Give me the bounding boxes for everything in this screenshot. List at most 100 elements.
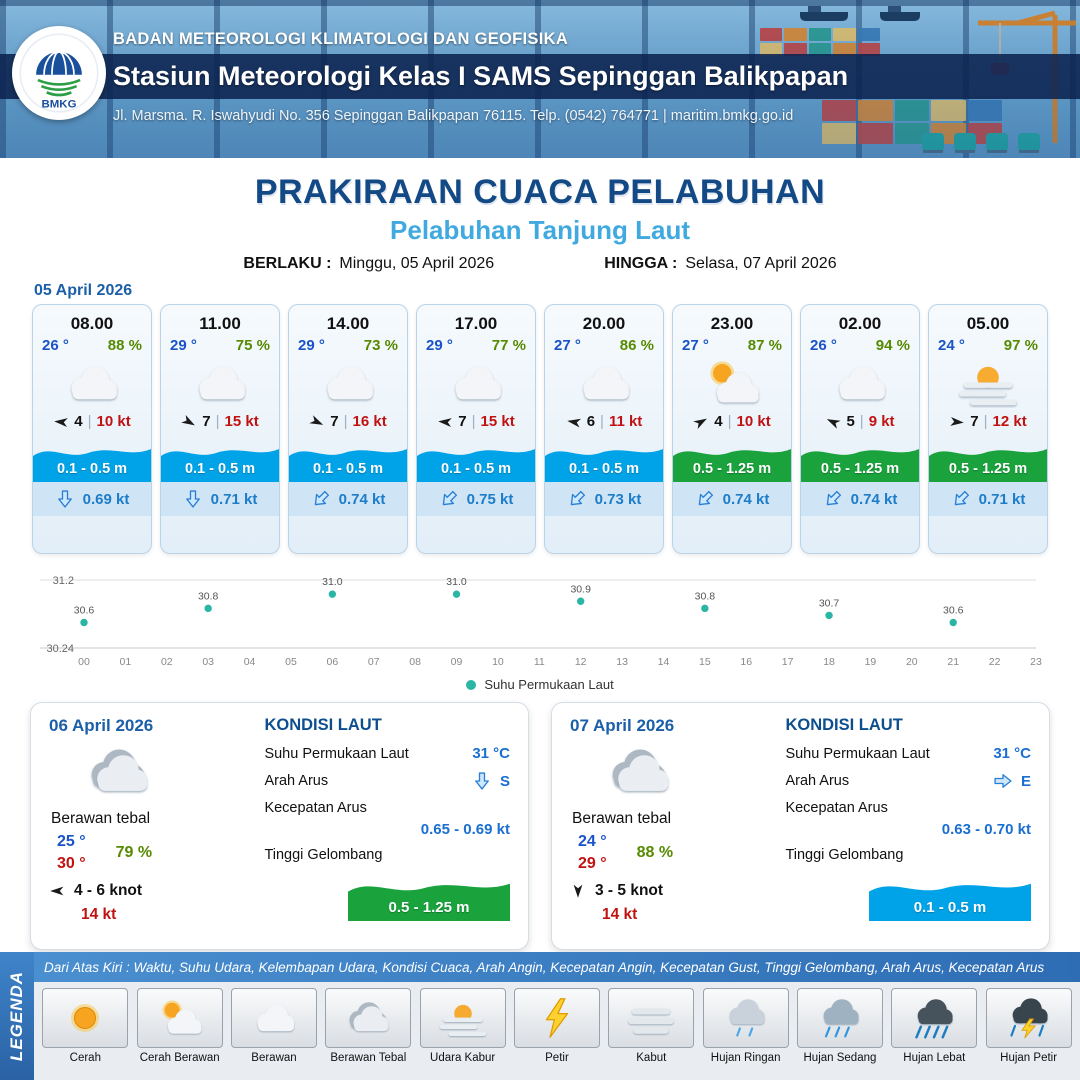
svg-text:13: 13 bbox=[616, 656, 628, 668]
daily-card-06-april: 06 April 2026 Berawan tebal 25 ° 30 ° 79… bbox=[30, 702, 529, 950]
legend-icon-box bbox=[891, 988, 978, 1048]
svg-text:12: 12 bbox=[575, 656, 587, 668]
card-gust-speed: 15 kt bbox=[224, 413, 259, 430]
card-humidity: 86 % bbox=[619, 337, 654, 354]
legend-icon-box bbox=[608, 988, 695, 1048]
weather-icon bbox=[56, 357, 128, 409]
card-temp-humidity-row: 29 ° 77 % bbox=[417, 334, 535, 354]
wind-direction-arrow-icon bbox=[949, 413, 966, 430]
forecast-date: 05 April 2026 bbox=[34, 282, 133, 299]
divider: | bbox=[727, 413, 732, 430]
card-current-row: 0.75 kt bbox=[417, 482, 535, 516]
daily-humidity: 88 % bbox=[636, 844, 674, 861]
hourly-forecast-card: 20.00 27 ° 86 % 6 | 11 kt 0.1 - 0.5 m 0.… bbox=[544, 304, 664, 554]
daily-wind-speed: 4 - 6 knot bbox=[74, 882, 143, 899]
station-name: Stasiun Meteorologi Kelas I SAMS Sepingg… bbox=[113, 61, 849, 91]
card-gust-speed: 15 kt bbox=[480, 413, 515, 430]
legend-item: Hujan Ringan bbox=[701, 988, 791, 1065]
wave-shape bbox=[673, 449, 791, 482]
current-direction-arrow-icon bbox=[472, 771, 492, 791]
legend-item: Hujan Lebat bbox=[889, 988, 979, 1065]
divider: | bbox=[87, 413, 92, 430]
valid-from: BERLAKU : Minggu, 05 April 2026 bbox=[243, 255, 495, 272]
card-temp-humidity-row: 24 ° 97 % bbox=[929, 334, 1047, 354]
sst-row: Suhu Permukaan Laut 31 °C bbox=[264, 745, 510, 762]
hourly-forecast-card: 05.00 24 ° 97 % 7 | 12 kt 0.5 - 1.25 m 0… bbox=[928, 304, 1048, 554]
card-current-speed: 0.75 kt bbox=[466, 490, 514, 508]
daily-date: 07 April 2026 bbox=[570, 716, 675, 735]
card-current-row: 0.74 kt bbox=[801, 482, 919, 516]
card-temp-humidity-row: 29 ° 73 % bbox=[289, 334, 407, 354]
card-gust-speed: 9 kt bbox=[868, 413, 895, 430]
card-wave-height: 0.1 - 0.5 m bbox=[440, 461, 512, 477]
bmkg-logo: BMKG bbox=[12, 26, 106, 120]
card-time: 20.00 bbox=[582, 314, 626, 333]
card-wind-row: 4 | 10 kt bbox=[693, 413, 771, 430]
card-gust-speed: 12 kt bbox=[992, 413, 1027, 430]
wind-direction-arrow-icon bbox=[437, 413, 454, 430]
svg-text:19: 19 bbox=[865, 656, 877, 668]
card-current-row: 0.74 kt bbox=[673, 482, 791, 516]
legend-item: Hujan Sedang bbox=[795, 988, 885, 1065]
card-wind-row: 7 | 12 kt bbox=[949, 413, 1027, 430]
wind-direction-arrow-icon bbox=[823, 411, 844, 432]
daily-weather-icon bbox=[75, 742, 161, 802]
card-current-speed: 0.71 kt bbox=[210, 490, 258, 508]
hourly-forecast-card: 08.00 26 ° 88 % 4 | 10 kt 0.1 - 0.5 m 0.… bbox=[32, 304, 152, 554]
wind-direction-arrow-icon bbox=[49, 883, 65, 899]
station-address: Jl. Marsma. R. Iswahyudi No. 356 Sepingg… bbox=[113, 108, 794, 124]
bmkg-logo-text: BMKG bbox=[42, 98, 77, 110]
svg-text:04: 04 bbox=[244, 656, 256, 668]
card-wind-speed: 6 bbox=[586, 413, 596, 430]
current-direction-arrow-icon bbox=[818, 485, 846, 513]
daily-temps: 24 ° 29 ° 88 % bbox=[578, 833, 777, 873]
daily-temp-max: 29 ° bbox=[578, 855, 607, 872]
card-wind-row: 4 | 10 kt bbox=[53, 413, 131, 430]
sst-value: 31 °C bbox=[472, 745, 510, 762]
hourly-forecast-card: 11.00 29 ° 75 % 7 | 15 kt 0.1 - 0.5 m 0.… bbox=[160, 304, 280, 554]
card-current-speed: 0.74 kt bbox=[338, 490, 386, 508]
daily-wind-row: 3 - 5 knot bbox=[570, 882, 777, 900]
daily-gust: 14 kt bbox=[602, 906, 638, 923]
wave-height-box: 0.5 - 1.25 m bbox=[929, 436, 1047, 482]
sst-chart: 31.2 30.24 00 01 02 03 04 05 06 07 08 09 10 11 12 13 14 1… bbox=[40, 575, 1042, 668]
card-wave-height: 0.1 - 0.5 m bbox=[312, 461, 384, 477]
daily-temp-min: 24 ° bbox=[578, 833, 607, 850]
wave-height-box: 0.1 - 0.5 m bbox=[869, 869, 1031, 921]
ship-icon bbox=[880, 6, 920, 21]
card-wind-row: 5 | 9 kt bbox=[823, 411, 895, 432]
legend-weather-icon bbox=[906, 996, 962, 1040]
wave-shape bbox=[161, 449, 279, 482]
wave-height-box: 0.1 - 0.5 m bbox=[289, 436, 407, 482]
card-wave-height: 0.1 - 0.5 m bbox=[56, 461, 128, 477]
daily-humidity: 79 % bbox=[115, 844, 153, 861]
wave-shape bbox=[289, 449, 407, 482]
current-direction-arrow-icon bbox=[306, 485, 334, 513]
current-direction-arrow-icon bbox=[55, 489, 75, 509]
wave-height-box: 0.5 - 1.25 m bbox=[673, 436, 791, 482]
legend-weather-icon bbox=[246, 996, 302, 1040]
legend-dot-icon bbox=[466, 679, 477, 690]
legend-item: Hujan Petir bbox=[984, 988, 1074, 1065]
card-current-speed: 0.69 kt bbox=[82, 490, 130, 508]
legend-icon-box bbox=[985, 988, 1072, 1048]
svg-text:30.6: 30.6 bbox=[74, 605, 95, 617]
card-current-row: 0.74 kt bbox=[289, 482, 407, 516]
card-humidity: 77 % bbox=[491, 337, 526, 354]
daily-date: 06 April 2026 bbox=[49, 716, 154, 735]
daily-cards-row: 06 April 2026 Berawan tebal 25 ° 30 ° 79… bbox=[30, 702, 1050, 950]
svg-text:31.2: 31.2 bbox=[53, 575, 74, 587]
wind-direction-arrow-icon bbox=[53, 413, 70, 430]
card-time: 14.00 bbox=[326, 314, 370, 333]
card-wind-speed: 7 bbox=[202, 413, 211, 430]
wave-shape bbox=[417, 449, 535, 482]
wave-height-label: Tinggi Gelombang bbox=[785, 847, 904, 863]
current-speed-row: Kecepatan Arus bbox=[785, 800, 1031, 816]
legend-item: Udara Kabur bbox=[418, 988, 508, 1065]
svg-text:09: 09 bbox=[451, 656, 463, 668]
card-wind-speed: 7 bbox=[458, 413, 467, 430]
current-direction-row: Arah Arus E bbox=[785, 771, 1031, 791]
card-time: 02.00 bbox=[838, 314, 882, 333]
card-wave-height: 0.5 - 1.25 m bbox=[820, 461, 900, 477]
card-current-row: 0.69 kt bbox=[33, 482, 151, 516]
